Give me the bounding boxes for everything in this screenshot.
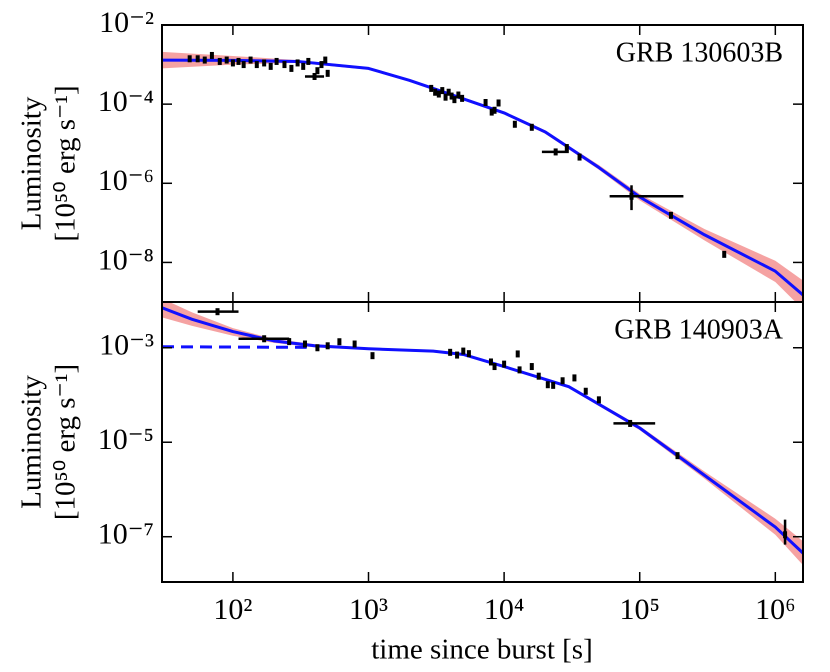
data-point bbox=[312, 72, 317, 80]
data-point bbox=[217, 57, 222, 65]
data-point bbox=[529, 123, 534, 131]
data-point bbox=[302, 340, 307, 348]
y-tick-label: 10⁻³ bbox=[99, 329, 154, 362]
data-point bbox=[306, 57, 311, 65]
data-point bbox=[282, 61, 287, 69]
data-point bbox=[248, 56, 253, 64]
data-point bbox=[370, 352, 375, 360]
data-point bbox=[295, 59, 300, 67]
y-tick-label: 10⁻² bbox=[99, 6, 154, 39]
data-point bbox=[262, 59, 267, 67]
data-point bbox=[289, 64, 294, 72]
data-point bbox=[436, 90, 441, 98]
data-point bbox=[325, 342, 330, 350]
y-tick-label: 10⁻⁷ bbox=[98, 518, 154, 551]
x-tick-label: 10⁵ bbox=[619, 593, 659, 626]
data-point bbox=[202, 56, 207, 64]
plateau-line bbox=[162, 345, 307, 349]
data-point bbox=[337, 338, 342, 346]
y-tick-label: 10⁻⁴ bbox=[98, 85, 154, 118]
plot-area bbox=[162, 51, 803, 302]
data-point bbox=[492, 363, 497, 371]
y-axis-label: Luminosity bbox=[16, 375, 48, 509]
annotation: GRB 140903A bbox=[614, 314, 784, 345]
data-point bbox=[448, 348, 453, 356]
data-point bbox=[452, 96, 457, 104]
x-tick-label: 10³ bbox=[349, 593, 388, 626]
data-point bbox=[254, 61, 259, 69]
data-point bbox=[553, 148, 558, 156]
data-point bbox=[429, 84, 434, 92]
data-point bbox=[496, 99, 501, 107]
data-point bbox=[461, 347, 466, 355]
data-point bbox=[446, 88, 451, 96]
data-point bbox=[492, 106, 497, 114]
data-point bbox=[449, 92, 454, 100]
data-point bbox=[195, 55, 200, 63]
data-point bbox=[443, 93, 448, 101]
data-point bbox=[560, 377, 565, 385]
data-point bbox=[629, 192, 634, 200]
data-point bbox=[572, 374, 577, 382]
plot-area bbox=[162, 302, 803, 566]
data-point bbox=[502, 360, 507, 368]
y-axis-label: Luminosity bbox=[16, 96, 48, 230]
data-point bbox=[287, 338, 292, 346]
data-point bbox=[783, 531, 788, 539]
data-point bbox=[489, 108, 494, 116]
data-point bbox=[596, 396, 601, 404]
data-point bbox=[722, 250, 727, 258]
data-point bbox=[583, 387, 588, 395]
data-point bbox=[215, 308, 220, 316]
y-tick-label: 10⁻⁶ bbox=[98, 164, 154, 197]
data-point bbox=[236, 57, 241, 65]
data-point bbox=[224, 56, 229, 64]
data-point bbox=[352, 340, 357, 348]
data-point bbox=[628, 419, 633, 427]
data-point bbox=[187, 55, 192, 63]
data-point bbox=[268, 62, 273, 70]
data-point bbox=[274, 57, 279, 65]
y-axis-unit: [10⁵⁰ erg s⁻¹] bbox=[50, 364, 82, 520]
x-tick-label: 10² bbox=[213, 593, 252, 626]
x-tick-label: 10⁶ bbox=[755, 593, 795, 626]
data-point bbox=[577, 153, 582, 161]
y-tick-label: 10⁻⁵ bbox=[98, 423, 154, 456]
data-point bbox=[262, 335, 267, 343]
data-point bbox=[325, 69, 330, 77]
data-point bbox=[529, 363, 534, 371]
x-axis-label: time since burst [s] bbox=[371, 634, 592, 666]
data-point bbox=[315, 344, 320, 352]
data-point bbox=[315, 67, 320, 75]
data-point bbox=[440, 87, 445, 95]
data-point bbox=[455, 351, 460, 359]
data-point bbox=[456, 91, 461, 99]
x-tick-label: 10⁴ bbox=[484, 593, 524, 626]
data-point bbox=[433, 88, 438, 96]
data-point bbox=[319, 61, 324, 69]
annotation: GRB 130603B bbox=[616, 37, 783, 68]
data-point bbox=[545, 381, 550, 389]
data-point bbox=[301, 62, 306, 70]
data-point bbox=[230, 59, 235, 67]
data-point bbox=[564, 144, 569, 152]
data-point bbox=[488, 358, 493, 366]
data-point bbox=[241, 61, 246, 69]
data-point bbox=[460, 94, 465, 102]
data-point bbox=[209, 51, 214, 59]
data-point bbox=[536, 372, 541, 380]
data-point bbox=[675, 452, 680, 460]
data-point bbox=[466, 350, 471, 358]
data-point bbox=[668, 211, 673, 219]
data-point bbox=[551, 381, 556, 389]
data-point bbox=[515, 350, 520, 358]
data-point bbox=[483, 99, 488, 107]
y-axis-unit: [10⁵⁰ erg s⁻¹] bbox=[50, 85, 82, 241]
data-point bbox=[512, 120, 517, 128]
data-point bbox=[323, 56, 328, 64]
data-point bbox=[517, 366, 522, 374]
y-tick-label: 10⁻⁸ bbox=[98, 243, 154, 276]
